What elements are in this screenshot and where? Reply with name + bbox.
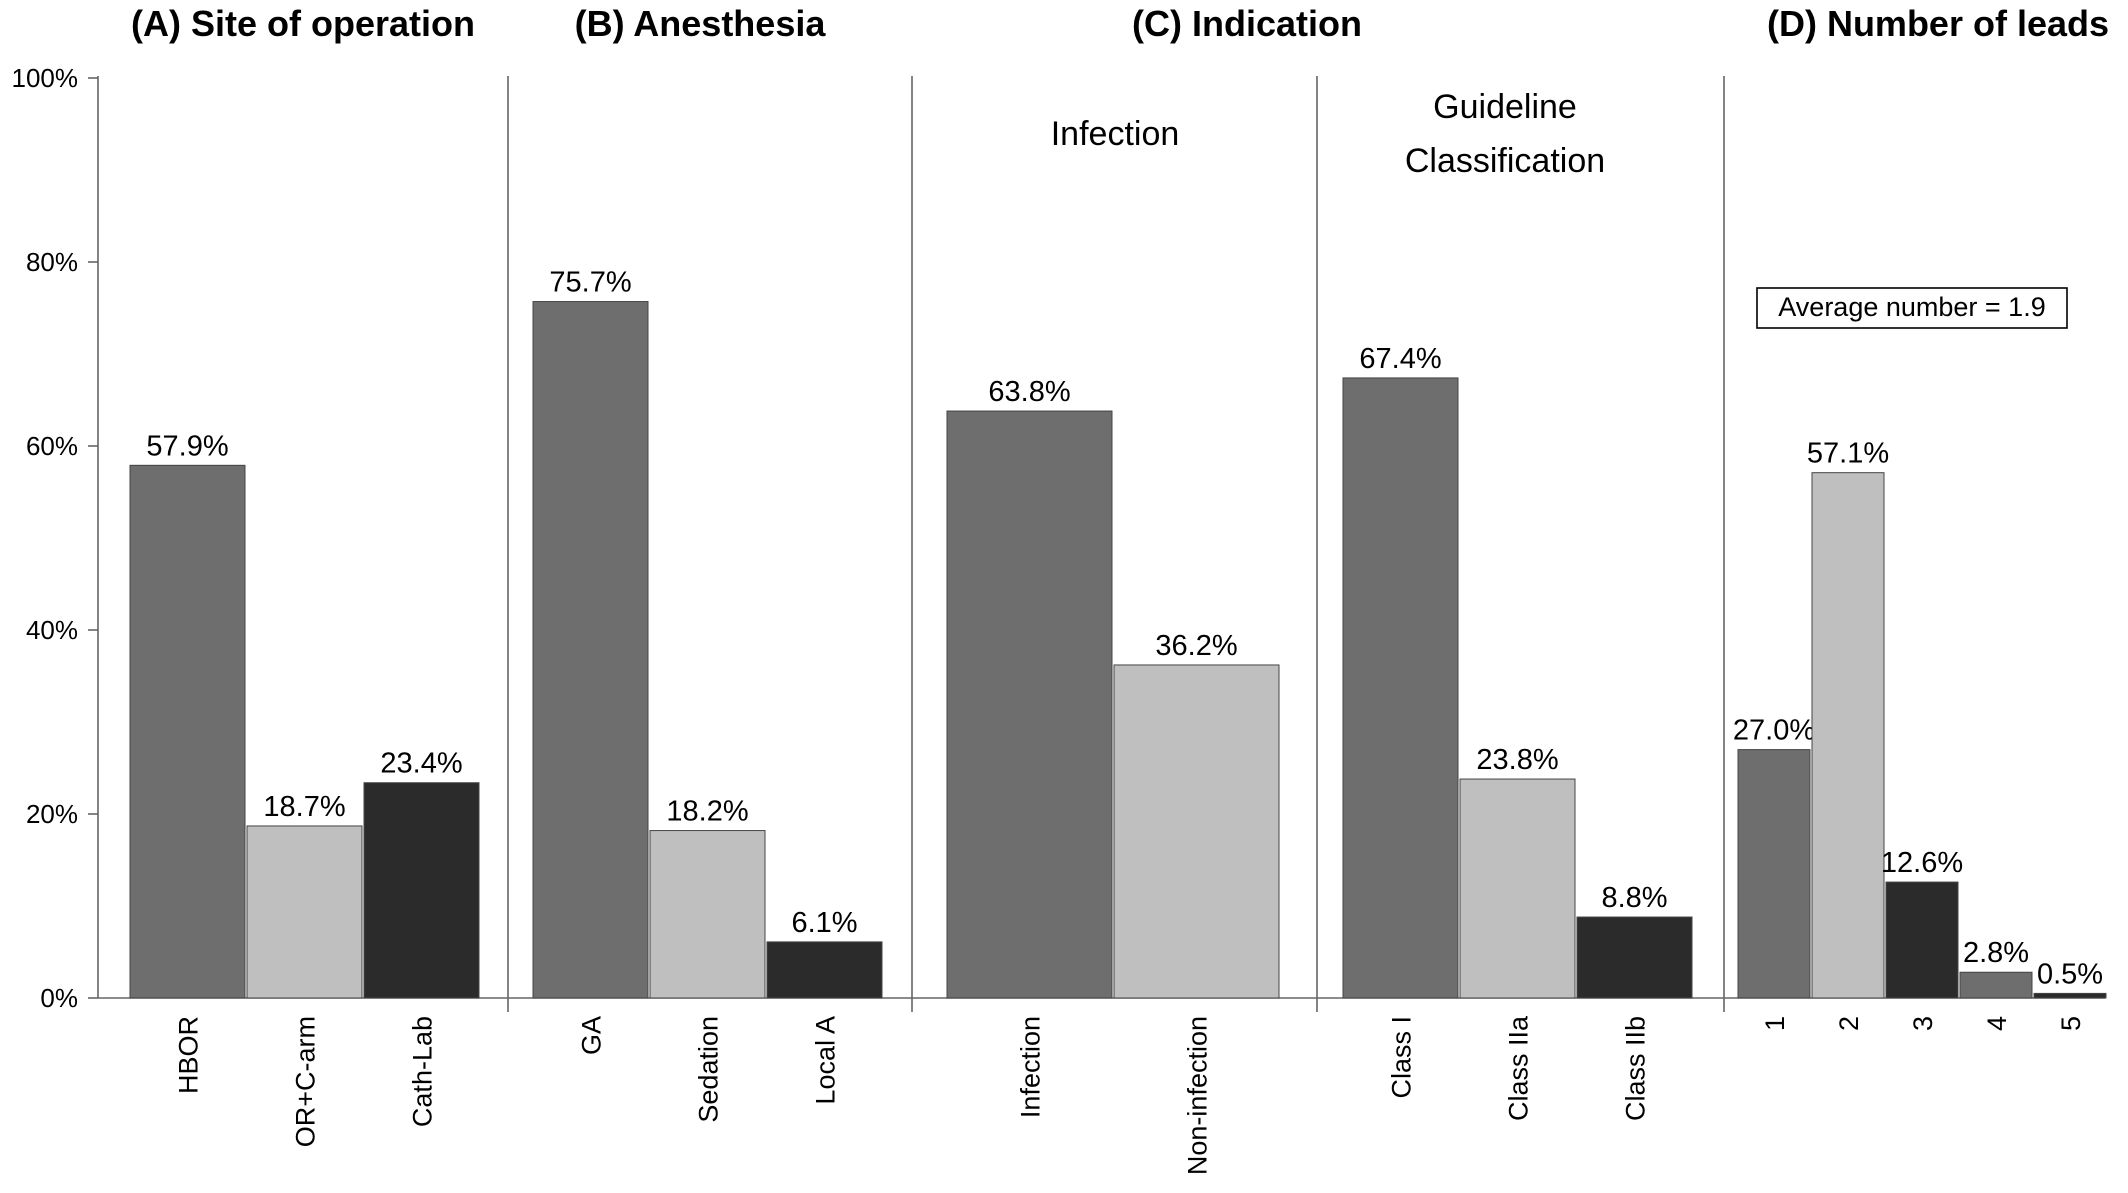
panel-title-d-number-of-leads: (D) Number of leads xyxy=(1767,3,2109,44)
y-tick-label-60: 60% xyxy=(26,431,78,461)
bar-cath-lab xyxy=(363,782,480,999)
value-label-class-iib: 8.8% xyxy=(1601,882,1667,914)
value-label-4: 2.8% xyxy=(1963,937,2029,969)
x-tick-label-5: 5 xyxy=(2056,1016,2086,1031)
value-label-3: 12.6% xyxy=(1881,847,1963,879)
value-label-ga: 75.7% xyxy=(549,267,631,299)
value-label-sedation: 18.2% xyxy=(666,796,748,828)
x-tick-label-hbor: HBOR xyxy=(174,1016,204,1094)
bar-2 xyxy=(1811,472,1885,999)
value-label-cath-lab: 23.4% xyxy=(380,748,462,780)
bar-hbor xyxy=(129,464,246,999)
panel-subtitle-classification: Classification xyxy=(1405,142,1605,180)
x-tick-label-4: 4 xyxy=(1982,1016,2012,1031)
average-number-annotation: Average number = 1.9 xyxy=(1778,292,2045,322)
x-tick-label-infection: Infection xyxy=(1016,1016,1046,1118)
bar-class-iib xyxy=(1576,916,1693,999)
bar-local-a xyxy=(766,941,883,999)
value-label-class-i: 67.4% xyxy=(1359,343,1441,375)
value-label-non-infection: 36.2% xyxy=(1155,630,1237,662)
bar-class-iia xyxy=(1459,778,1576,999)
value-label-hbor: 57.9% xyxy=(146,430,228,462)
value-label-local-a: 6.1% xyxy=(791,907,857,939)
y-tick-label-40: 40% xyxy=(26,615,78,645)
value-label-class-iia: 23.8% xyxy=(1476,744,1558,776)
bar-3 xyxy=(1885,881,1959,999)
panel-subtitle-guideline: Guideline xyxy=(1433,88,1577,126)
bar-non-infection xyxy=(1113,664,1280,999)
bar-ga xyxy=(532,301,649,999)
x-tick-label-3: 3 xyxy=(1908,1016,1938,1031)
value-label-2: 57.1% xyxy=(1807,438,1889,470)
x-tick-label-local-a: Local A xyxy=(811,1016,841,1105)
x-tick-label-2: 2 xyxy=(1834,1016,1864,1031)
x-tick-label-class-i: Class I xyxy=(1387,1016,1417,1099)
bar-4 xyxy=(1959,971,2033,999)
y-tick-label-0: 0% xyxy=(40,983,78,1013)
panel-title-b-anesthesia: (B) Anesthesia xyxy=(575,3,827,44)
bar-or-c-arm xyxy=(246,825,363,999)
bar-1 xyxy=(1737,749,1811,999)
panel-title-c-indication: (C) Indication xyxy=(1132,3,1362,44)
y-tick-label-20: 20% xyxy=(26,799,78,829)
value-label-infection: 63.8% xyxy=(988,376,1070,408)
y-tick-label-100: 100% xyxy=(12,63,79,93)
x-tick-label-class-iia: Class IIa xyxy=(1504,1015,1534,1121)
panel-title-a-site-of-operation: (A) Site of operation xyxy=(131,3,475,44)
x-tick-label-cath-lab: Cath-Lab xyxy=(408,1016,438,1127)
value-label-1: 27.0% xyxy=(1733,715,1815,747)
x-tick-label-or-c-arm: OR+C-arm xyxy=(291,1016,321,1147)
x-tick-label-1: 1 xyxy=(1760,1016,1790,1031)
value-label-5: 0.5% xyxy=(2037,958,2103,990)
bar-class-i xyxy=(1342,377,1459,999)
x-tick-label-ga: GA xyxy=(577,1016,607,1055)
bar-infection xyxy=(946,410,1113,999)
bar-5 xyxy=(2033,992,2107,999)
y-tick-label-80: 80% xyxy=(26,247,78,277)
x-tick-label-sedation: Sedation xyxy=(694,1016,724,1123)
value-label-or-c-arm: 18.7% xyxy=(263,791,345,823)
x-tick-label-non-infection: Non-infection xyxy=(1183,1016,1213,1175)
annotation-box xyxy=(1756,287,2068,329)
x-tick-label-class-iib: Class IIb xyxy=(1621,1016,1651,1121)
bar-sedation xyxy=(649,830,766,999)
panel-subtitle-infection: Infection xyxy=(1051,115,1180,153)
